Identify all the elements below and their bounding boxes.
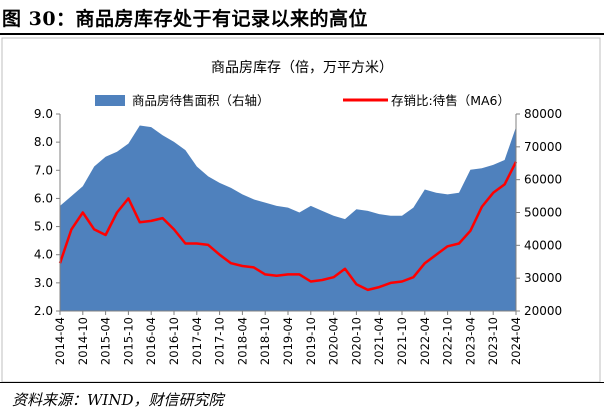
x-tick-label: 2024-04 <box>509 317 523 365</box>
legend-label-area: 商品房待售面积（右轴） <box>132 93 270 108</box>
x-tick-label: 2020-04 <box>327 317 341 365</box>
x-tick-label: 2021-10 <box>395 317 409 365</box>
title-rule <box>0 33 604 35</box>
x-tick-label: 2014-10 <box>76 317 90 365</box>
chart-title: 商品房库存（倍，万平方米） <box>211 60 393 76</box>
x-tick-label: 2017-10 <box>213 317 227 365</box>
legend-label-line: 存销比:待售（MA6） <box>391 93 510 108</box>
x-tick-label: 2019-04 <box>281 317 295 365</box>
right-tick-label: 30000 <box>524 271 562 285</box>
left-tick-label: 2.0 <box>34 304 53 318</box>
x-tick-label: 2018-10 <box>258 317 272 365</box>
x-tick-label: 2023-10 <box>486 317 500 365</box>
legend-swatch-area <box>95 95 125 106</box>
left-tick-label: 8.0 <box>34 135 53 149</box>
source-rule <box>0 382 604 383</box>
right-tick-label: 50000 <box>524 206 562 220</box>
right-tick-label: 20000 <box>524 304 562 318</box>
x-tick-label: 2019-10 <box>304 317 318 365</box>
left-tick-label: 6.0 <box>34 191 53 205</box>
source-note: 资料来源：WIND，财信研究院 <box>12 391 224 409</box>
left-tick-label: 7.0 <box>34 163 53 177</box>
x-tick-label: 2015-10 <box>121 317 135 365</box>
x-tick-label: 2016-04 <box>144 317 158 365</box>
x-tick-label: 2015-04 <box>99 317 113 365</box>
right-tick-label: 60000 <box>524 173 562 187</box>
right-tick-label: 70000 <box>524 140 562 154</box>
left-tick-label: 3.0 <box>34 276 53 290</box>
x-tick-label: 2020-10 <box>349 317 363 365</box>
right-tick-label: 40000 <box>524 238 562 252</box>
line-series-stock-sales-ratio <box>58 161 518 292</box>
x-tick-label: 2018-04 <box>235 317 249 365</box>
x-tick-label: 2022-04 <box>418 317 432 365</box>
left-tick-label: 5.0 <box>34 220 53 234</box>
x-tick-label: 2016-10 <box>167 317 181 365</box>
x-tick-label: 2021-04 <box>372 317 386 365</box>
left-tick-label: 4.0 <box>34 248 53 262</box>
x-tick-label: 2014-04 <box>53 317 67 365</box>
plot-area: 2.0 3.0 4.0 5.0 6.0 7.0 8.0 9.0 20000 30000 40000 5… <box>34 107 562 365</box>
left-tick-label: 9.0 <box>34 107 53 121</box>
x-tick-label: 2017-04 <box>190 317 204 365</box>
right-tick-label: 80000 <box>524 107 562 121</box>
area-series-inventory <box>60 125 516 311</box>
x-tick-label: 2023-04 <box>463 317 477 365</box>
figure-title: 图 30：商品房库存处于有记录以来的高位 <box>2 8 369 30</box>
x-tick-label: 2022-10 <box>441 317 455 365</box>
chart-svg: 商品房库存（倍，万平方米） 商品房待售面积（右轴） 存销比:待售（MA6） 2.… <box>1 37 601 383</box>
